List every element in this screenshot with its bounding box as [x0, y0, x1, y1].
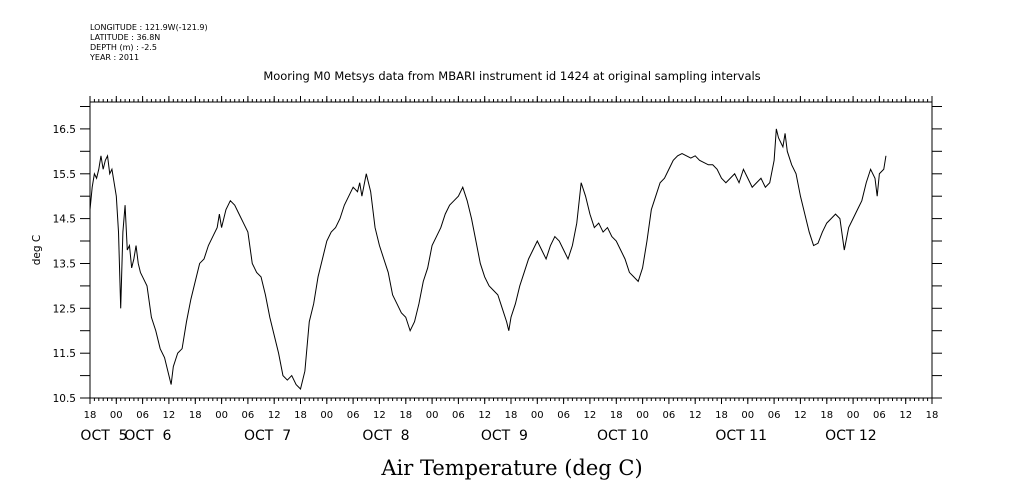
series-line: [89, 128, 887, 391]
x-tick-label: 06: [663, 410, 676, 421]
y-tick-label: 16.5: [53, 124, 76, 136]
x-tick-label: 00: [636, 410, 649, 421]
year-label: YEAR : 2011: [89, 53, 139, 62]
x-tick-label: 18: [399, 410, 412, 421]
minor-ticks: [89, 99, 933, 401]
x-tick-label: 12: [899, 410, 912, 421]
x-tick-label: 06: [768, 410, 781, 421]
x-tick-label: 18: [715, 410, 728, 421]
depth-label: DEPTH (m) : -2.5: [90, 43, 157, 52]
y-tick-label: 12.5: [53, 303, 76, 315]
y-tick-label: 14.5: [53, 214, 76, 226]
y-axis-label: deg C: [31, 235, 43, 265]
y-tick-label: 11.5: [53, 348, 76, 360]
x-tick-label: 12: [584, 410, 597, 421]
y-tick-label: 15.5: [53, 169, 76, 181]
chart-title: Mooring M0 Metsys data from MBARI instru…: [263, 69, 760, 83]
x-tick-label: 18: [294, 410, 307, 421]
x-tick-label: 06: [452, 410, 465, 421]
day-label: OCT 8: [362, 428, 409, 444]
x-tick-label: 18: [926, 410, 939, 421]
x-tick-label: 12: [689, 410, 702, 421]
x-tick-label: 06: [242, 410, 255, 421]
x-tick-label: 18: [610, 410, 623, 421]
x-tick-label: 06: [557, 410, 570, 421]
x-tick-label: 00: [741, 410, 754, 421]
x-tick-label: 12: [163, 410, 176, 421]
y-tick-label: 10.5: [53, 393, 76, 405]
y-axis-ticks: 10.5 11.5 12.5 13.5 14.5 15.5 16.5: [53, 106, 942, 405]
x-tick-label: 06: [873, 410, 886, 421]
x-tick-label: 18: [505, 410, 518, 421]
x-tick-label: 12: [268, 410, 281, 421]
x-tick-label: 06: [136, 410, 149, 421]
latitude-label: LATITUDE : 36.8N: [90, 33, 160, 42]
x-tick-label: 06: [347, 410, 360, 421]
day-label: OCT 5: [80, 428, 127, 444]
x-tick-label: 18: [189, 410, 202, 421]
day-label: OCT 6: [124, 428, 171, 444]
x-tick-label: 18: [820, 410, 833, 421]
day-label: OCT 7: [244, 428, 291, 444]
longitude-label: LONGITUDE : 121.9W(-121.9): [90, 23, 208, 32]
x-tick-label: 00: [320, 410, 333, 421]
x-tick-label: 00: [110, 410, 123, 421]
x-tick-label: 18: [84, 410, 97, 421]
x-tick-label: 00: [426, 410, 439, 421]
y-tick-label: 13.5: [53, 258, 76, 270]
x-tick-label: 12: [794, 410, 807, 421]
x-tick-label: 12: [373, 410, 386, 421]
day-label: OCT 9: [481, 428, 528, 444]
day-label: OCT 11: [715, 428, 767, 444]
x-axis-label: Air Temperature (deg C): [380, 456, 642, 480]
day-label: OCT 10: [597, 428, 649, 444]
day-label: OCT 12: [825, 428, 877, 444]
x-axis-ticks: 18 00 06 12 18 00 06 12 18 00 06 12 18 00 06 12 18 00 06 12…: [84, 96, 939, 421]
x-tick-label: 00: [531, 410, 544, 421]
x-tick-label: 00: [847, 410, 860, 421]
x-tick-label: 00: [215, 410, 228, 421]
x-tick-label: 12: [478, 410, 491, 421]
plot-frame: [89, 101, 933, 399]
